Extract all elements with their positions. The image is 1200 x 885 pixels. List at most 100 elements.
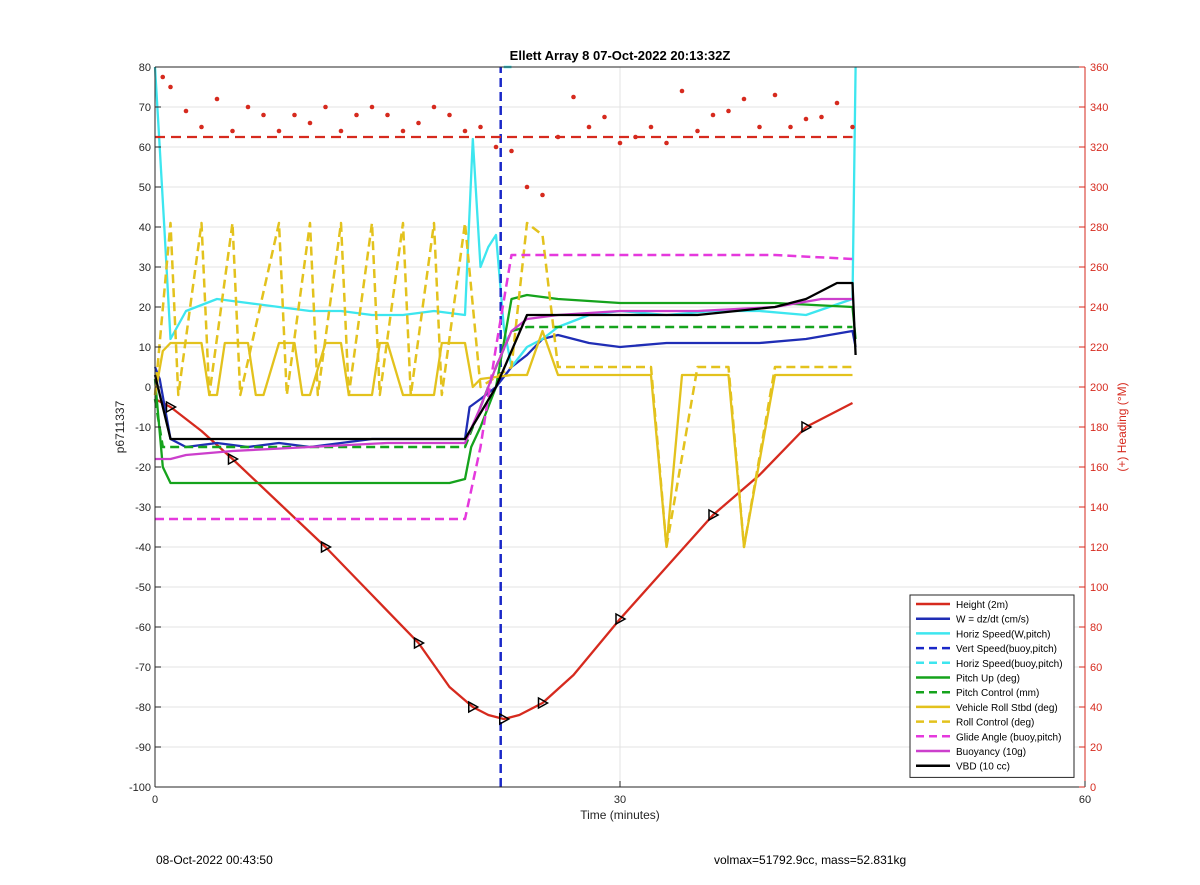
height-marker xyxy=(413,636,426,650)
y2-tick-label: 320 xyxy=(1090,142,1108,154)
legend-label: W = dz/dt (cm/s) xyxy=(956,615,1029,626)
legend-label: Buoyancy (10g) xyxy=(956,747,1026,758)
legend-label: Glide Angle (buoy,pitch) xyxy=(956,732,1061,743)
heading-point xyxy=(307,120,313,126)
heading-point xyxy=(416,120,421,126)
heading-point xyxy=(679,88,685,94)
heading-point xyxy=(726,108,731,114)
y-tick-label: -60 xyxy=(135,622,151,634)
y-tick-label: 10 xyxy=(139,342,151,354)
y2-tick-label: 300 xyxy=(1090,182,1108,194)
x-tick-label: 60 xyxy=(1079,794,1091,806)
y-tick-label: -30 xyxy=(135,502,151,514)
heading-point xyxy=(788,124,793,130)
heading-point xyxy=(354,112,359,118)
chart-title: Ellett Array 8 07-Oct-2022 20:13:32Z xyxy=(510,48,731,63)
heading-point xyxy=(230,128,235,134)
y2-tick-label: 220 xyxy=(1090,342,1108,354)
legend-label: Pitch Up (deg) xyxy=(956,674,1020,685)
heading-point xyxy=(850,124,855,130)
y-axis-label: p6711337 xyxy=(113,400,127,453)
heading-point xyxy=(245,104,251,110)
y-tick-label: -80 xyxy=(135,702,151,714)
footer-volmax-mass: volmax=51792.9cc, mass=52.831kg xyxy=(714,853,907,867)
height-marker xyxy=(165,400,178,414)
y-tick-label: -70 xyxy=(135,662,151,674)
y2-tick-label: 40 xyxy=(1090,702,1102,714)
heading-point xyxy=(540,192,545,198)
heading-point xyxy=(168,84,173,90)
height-marker xyxy=(615,612,627,626)
legend-box xyxy=(909,594,1075,778)
heading-point xyxy=(803,116,809,122)
heading-point xyxy=(183,108,189,114)
heading-point xyxy=(447,112,452,118)
y2-tick-label: 340 xyxy=(1090,102,1108,114)
y2-tick-label: 160 xyxy=(1090,462,1108,474)
heading-point xyxy=(602,114,607,120)
y-tick-label: 50 xyxy=(139,182,151,194)
height-marker xyxy=(227,452,240,466)
heading-point xyxy=(369,104,375,110)
height-marker xyxy=(708,508,720,522)
y2-tick-label: 180 xyxy=(1090,422,1108,434)
series-line-5 xyxy=(153,293,857,485)
y-tick-label: 40 xyxy=(139,222,151,234)
series-line-11 xyxy=(153,281,857,441)
legend-label: Horiz Speed(W,pitch) xyxy=(956,629,1050,640)
legend-label: Pitch Control (mm) xyxy=(956,688,1039,699)
y-tick-label: 80 xyxy=(139,62,151,74)
heading-point xyxy=(524,184,530,190)
y2-tick-label: 20 xyxy=(1090,742,1102,754)
heading-point xyxy=(493,144,499,150)
heading-point xyxy=(431,104,437,110)
heading-point xyxy=(555,134,561,140)
y-tick-label: -40 xyxy=(135,542,151,554)
heading-point xyxy=(478,124,483,130)
series-line-7 xyxy=(153,329,853,549)
y2-tick-label: 0 xyxy=(1090,782,1096,794)
legend-label: Vert Speed(buoy,pitch) xyxy=(956,644,1057,655)
y-tick-label: -20 xyxy=(135,462,151,474)
heading-point xyxy=(323,104,328,110)
height-marker xyxy=(801,420,813,434)
height-marker xyxy=(537,696,550,710)
y-tick-label: 0 xyxy=(145,382,151,394)
y2-tick-label: 260 xyxy=(1090,262,1108,274)
y-tick-label: -10 xyxy=(135,422,151,434)
heading-point xyxy=(819,114,824,120)
y2-tick-label: 100 xyxy=(1090,582,1108,594)
y2-tick-label: 80 xyxy=(1090,622,1102,634)
heading-point xyxy=(772,92,778,98)
heading-point xyxy=(695,128,700,134)
height-marker xyxy=(499,712,511,726)
heading-point xyxy=(276,128,282,134)
heading-point xyxy=(509,148,514,154)
legend-label: VBD (10 cc) xyxy=(956,762,1010,773)
heading-point xyxy=(741,96,747,102)
heading-point xyxy=(199,124,204,130)
legend-label: Vehicle Roll Stbd (deg) xyxy=(956,703,1058,714)
heading-point xyxy=(757,124,762,130)
heading-point xyxy=(292,112,297,118)
heading-point xyxy=(400,128,406,134)
series-line-9 xyxy=(155,253,853,521)
y-tick-label: -90 xyxy=(135,742,151,754)
series-line-1 xyxy=(153,329,857,449)
heading-point xyxy=(648,124,654,130)
heading-point xyxy=(617,140,623,146)
y2-tick-label: 360 xyxy=(1090,62,1108,74)
y2-tick-label: 280 xyxy=(1090,222,1108,234)
series-line-8 xyxy=(153,221,853,549)
y-tick-label: -50 xyxy=(135,582,151,594)
heading-point xyxy=(586,124,592,130)
heading-point xyxy=(338,128,344,134)
heading-point xyxy=(462,128,468,134)
y2-tick-label: 240 xyxy=(1090,302,1108,314)
series-line-10 xyxy=(155,297,853,461)
heading-point xyxy=(385,112,390,118)
heading-point xyxy=(160,74,166,80)
y-tick-label: -100 xyxy=(129,782,151,794)
